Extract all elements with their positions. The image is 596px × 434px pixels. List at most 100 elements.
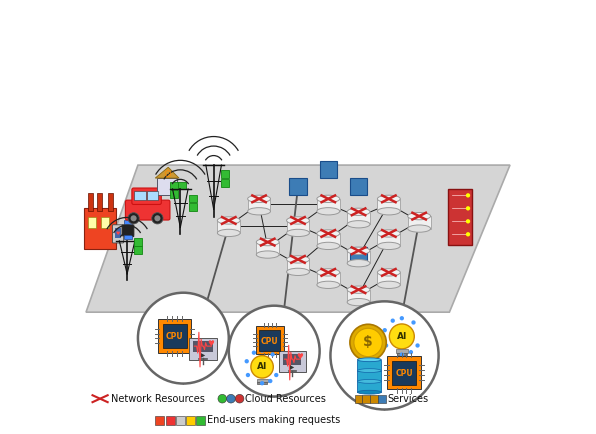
- FancyBboxPatch shape: [158, 319, 191, 353]
- Circle shape: [154, 215, 160, 221]
- FancyBboxPatch shape: [259, 330, 280, 351]
- FancyBboxPatch shape: [358, 360, 381, 371]
- FancyBboxPatch shape: [88, 193, 94, 210]
- FancyBboxPatch shape: [257, 378, 268, 381]
- FancyBboxPatch shape: [88, 217, 96, 228]
- Text: CPU: CPU: [166, 332, 184, 342]
- Circle shape: [218, 395, 226, 403]
- FancyBboxPatch shape: [358, 381, 381, 392]
- Circle shape: [390, 319, 395, 323]
- FancyBboxPatch shape: [396, 353, 407, 355]
- Circle shape: [274, 373, 278, 377]
- FancyBboxPatch shape: [114, 228, 122, 238]
- Circle shape: [131, 215, 136, 221]
- Circle shape: [229, 306, 319, 397]
- FancyBboxPatch shape: [287, 220, 309, 233]
- Ellipse shape: [287, 268, 309, 276]
- Ellipse shape: [408, 225, 430, 232]
- FancyBboxPatch shape: [221, 170, 229, 178]
- FancyBboxPatch shape: [256, 326, 284, 355]
- Circle shape: [383, 328, 387, 332]
- Circle shape: [251, 355, 274, 378]
- FancyBboxPatch shape: [370, 395, 378, 403]
- Ellipse shape: [317, 269, 340, 276]
- FancyBboxPatch shape: [257, 381, 267, 384]
- Text: Cloud Resources: Cloud Resources: [245, 394, 326, 404]
- FancyBboxPatch shape: [170, 181, 178, 189]
- Ellipse shape: [256, 251, 279, 258]
- Ellipse shape: [377, 207, 401, 215]
- FancyBboxPatch shape: [147, 191, 159, 200]
- FancyBboxPatch shape: [97, 193, 102, 210]
- Circle shape: [260, 381, 264, 385]
- Circle shape: [260, 349, 264, 353]
- Circle shape: [246, 373, 250, 377]
- Ellipse shape: [317, 207, 340, 215]
- Circle shape: [330, 301, 439, 410]
- FancyBboxPatch shape: [387, 356, 421, 389]
- FancyBboxPatch shape: [108, 193, 113, 210]
- FancyBboxPatch shape: [350, 178, 367, 195]
- FancyBboxPatch shape: [132, 188, 162, 204]
- Ellipse shape: [287, 229, 309, 237]
- FancyBboxPatch shape: [317, 273, 340, 285]
- Ellipse shape: [287, 217, 309, 224]
- Ellipse shape: [248, 207, 271, 215]
- Ellipse shape: [358, 358, 381, 362]
- Ellipse shape: [347, 286, 370, 293]
- FancyBboxPatch shape: [347, 289, 370, 302]
- FancyBboxPatch shape: [188, 338, 217, 360]
- Ellipse shape: [358, 390, 381, 394]
- FancyBboxPatch shape: [396, 349, 408, 353]
- Text: AI: AI: [397, 332, 407, 341]
- FancyBboxPatch shape: [358, 371, 381, 381]
- Circle shape: [400, 352, 404, 357]
- FancyBboxPatch shape: [377, 199, 401, 211]
- FancyBboxPatch shape: [135, 191, 146, 200]
- FancyBboxPatch shape: [125, 200, 170, 220]
- FancyBboxPatch shape: [163, 324, 187, 348]
- Circle shape: [128, 213, 139, 224]
- FancyBboxPatch shape: [166, 416, 175, 424]
- Ellipse shape: [317, 230, 340, 237]
- Circle shape: [389, 324, 414, 349]
- FancyBboxPatch shape: [256, 242, 279, 255]
- Circle shape: [411, 320, 415, 325]
- Text: ▶: ▶: [290, 366, 294, 371]
- FancyBboxPatch shape: [317, 233, 340, 246]
- Polygon shape: [155, 167, 179, 178]
- Text: $: $: [363, 335, 373, 349]
- FancyBboxPatch shape: [157, 178, 177, 195]
- FancyBboxPatch shape: [189, 194, 197, 202]
- Circle shape: [400, 316, 404, 320]
- FancyBboxPatch shape: [448, 189, 472, 245]
- FancyBboxPatch shape: [113, 225, 123, 243]
- FancyBboxPatch shape: [378, 395, 386, 403]
- FancyBboxPatch shape: [135, 238, 142, 246]
- FancyBboxPatch shape: [135, 247, 142, 254]
- Circle shape: [466, 219, 470, 224]
- Text: ♥: ♥: [116, 230, 120, 236]
- Ellipse shape: [377, 269, 401, 276]
- Ellipse shape: [317, 281, 340, 289]
- FancyBboxPatch shape: [155, 416, 164, 424]
- Ellipse shape: [248, 195, 271, 203]
- Circle shape: [152, 213, 163, 224]
- FancyBboxPatch shape: [101, 217, 109, 228]
- Circle shape: [466, 206, 470, 210]
- Circle shape: [226, 395, 235, 403]
- Text: ♥: ♥: [296, 352, 303, 361]
- Text: ⊙: ⊙: [163, 169, 171, 179]
- FancyBboxPatch shape: [124, 220, 132, 225]
- Ellipse shape: [317, 242, 340, 250]
- FancyBboxPatch shape: [347, 251, 370, 263]
- FancyBboxPatch shape: [408, 216, 430, 229]
- Circle shape: [244, 359, 249, 363]
- FancyBboxPatch shape: [317, 199, 340, 211]
- Ellipse shape: [377, 242, 401, 250]
- Text: Services: Services: [387, 394, 429, 404]
- Ellipse shape: [377, 195, 401, 203]
- FancyBboxPatch shape: [392, 361, 416, 385]
- FancyBboxPatch shape: [287, 260, 309, 272]
- FancyBboxPatch shape: [279, 351, 306, 372]
